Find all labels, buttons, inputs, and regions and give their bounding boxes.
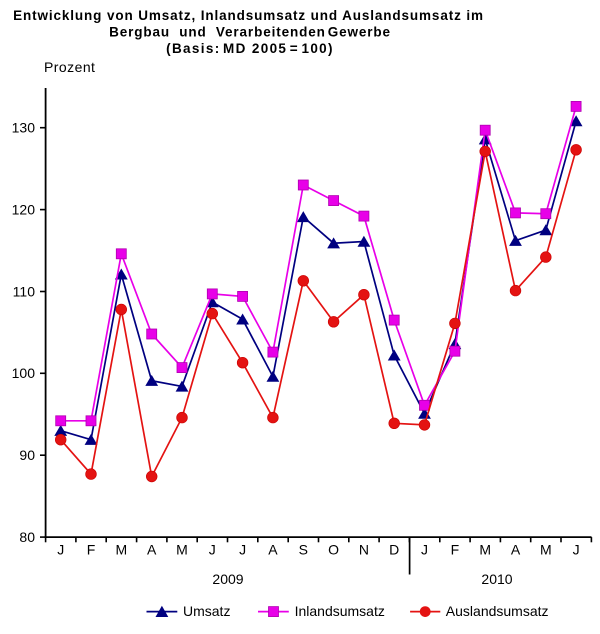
- svg-text:D: D: [389, 542, 399, 558]
- svg-text:J: J: [239, 542, 246, 558]
- svg-text:120: 120: [12, 202, 36, 218]
- svg-text:J: J: [57, 542, 64, 558]
- svg-text:100: 100: [12, 365, 36, 381]
- svg-text:(Basis: MD 2005 = 100): (Basis: MD 2005 = 100): [166, 41, 334, 56]
- svg-text:F: F: [451, 542, 460, 558]
- svg-text:J: J: [209, 542, 216, 558]
- svg-text:2009: 2009: [212, 571, 243, 587]
- svg-text:M: M: [176, 542, 188, 558]
- svg-text:N: N: [359, 542, 369, 558]
- svg-text:A: A: [268, 542, 278, 558]
- svg-text:F: F: [87, 542, 96, 558]
- svg-text:A: A: [511, 542, 521, 558]
- svg-text:S: S: [299, 542, 308, 558]
- svg-text:M: M: [540, 542, 552, 558]
- svg-text:130: 130: [12, 120, 36, 136]
- svg-text:2010: 2010: [481, 571, 512, 587]
- svg-text:J: J: [421, 542, 428, 558]
- svg-text:M: M: [479, 542, 491, 558]
- svg-text:Auslandsumsatz: Auslandsumsatz: [446, 603, 549, 619]
- svg-text:80: 80: [19, 529, 35, 545]
- svg-text:Umsatz: Umsatz: [183, 603, 230, 619]
- svg-text:Inlandsumsatz: Inlandsumsatz: [295, 603, 385, 619]
- svg-text:Entwicklung von Umsatz, Inland: Entwicklung von Umsatz, Inlandsumsatz un…: [13, 8, 484, 23]
- svg-text:90: 90: [19, 447, 35, 463]
- svg-text:110: 110: [13, 283, 36, 299]
- svg-text:J: J: [573, 542, 580, 558]
- svg-text:Prozent: Prozent: [44, 59, 95, 75]
- svg-text:O: O: [328, 542, 339, 558]
- svg-text:Bergbau und Verarbeitenden G: Bergbau und Verarbeitenden Gewerbe: [109, 25, 391, 40]
- svg-text:A: A: [147, 542, 157, 558]
- svg-text:M: M: [115, 542, 127, 558]
